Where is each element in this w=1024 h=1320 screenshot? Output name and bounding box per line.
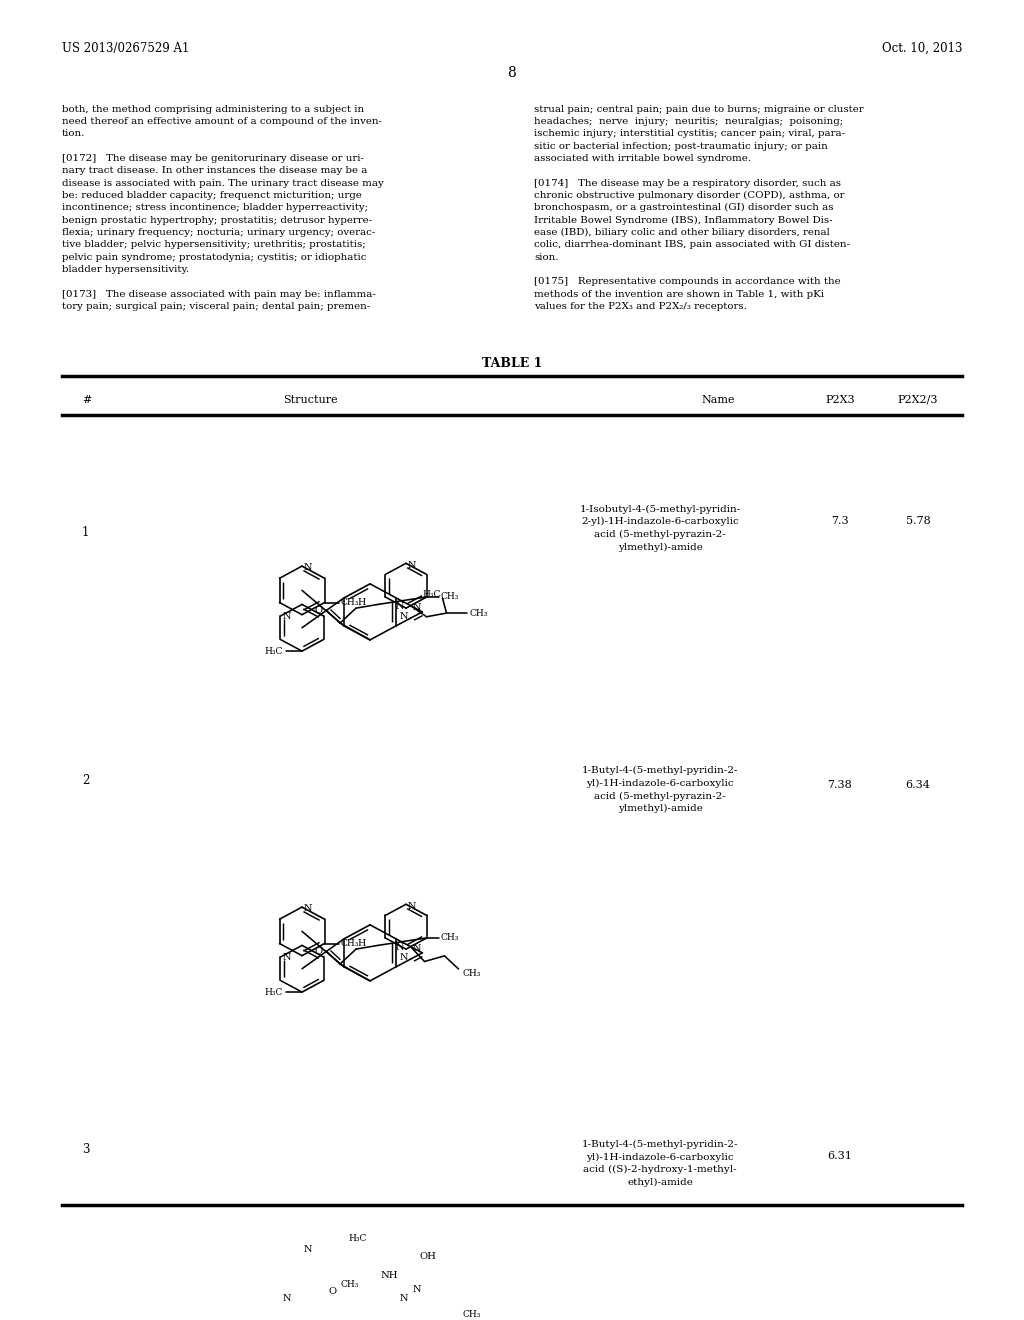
Text: need thereof an effective amount of a compound of the inven-: need thereof an effective amount of a co… xyxy=(62,117,382,125)
Text: H₃C: H₃C xyxy=(348,1234,367,1243)
Text: US 2013/0267529 A1: US 2013/0267529 A1 xyxy=(62,42,189,55)
Text: both, the method comprising administering to a subject in: both, the method comprising administerin… xyxy=(62,104,365,114)
Text: sitic or bacterial infection; post-traumatic injury; or pain: sitic or bacterial infection; post-traum… xyxy=(534,141,827,150)
Text: incontinence; stress incontinence; bladder hyperreactivity;: incontinence; stress incontinence; bladd… xyxy=(62,203,368,213)
Text: N: N xyxy=(408,561,417,570)
Text: tory pain; surgical pain; visceral pain; dental pain; premen-: tory pain; surgical pain; visceral pain;… xyxy=(62,302,371,312)
Text: CH₃: CH₃ xyxy=(440,593,459,602)
Text: sion.: sion. xyxy=(534,252,558,261)
Text: N: N xyxy=(395,942,404,952)
Text: H₃C: H₃C xyxy=(422,590,440,599)
Text: P2X2/3: P2X2/3 xyxy=(898,395,938,405)
Text: Oct. 10, 2013: Oct. 10, 2013 xyxy=(882,42,962,55)
Text: [0174]   The disease may be a respiratory disorder, such as: [0174] The disease may be a respiratory … xyxy=(534,178,841,187)
Text: pelvic pain syndrome; prostatodynia; cystitis; or idiophatic: pelvic pain syndrome; prostatodynia; cys… xyxy=(62,252,367,261)
Text: disease is associated with pain. The urinary tract disease may: disease is associated with pain. The uri… xyxy=(62,178,384,187)
Text: 3: 3 xyxy=(82,1143,89,1155)
Text: P2X3: P2X3 xyxy=(825,395,855,405)
Text: ischemic injury; interstitial cystitis; cancer pain; viral, para-: ischemic injury; interstitial cystitis; … xyxy=(534,129,845,139)
Text: CH₃: CH₃ xyxy=(341,939,358,948)
Text: N: N xyxy=(304,904,312,913)
Text: benign prostatic hypertrophy; prostatitis; detrusor hyperre-: benign prostatic hypertrophy; prostatiti… xyxy=(62,215,372,224)
Text: bladder hypersensitivity.: bladder hypersensitivity. xyxy=(62,265,189,275)
Text: tion.: tion. xyxy=(62,129,85,139)
Text: 6.31: 6.31 xyxy=(827,1151,852,1160)
Text: CH₃: CH₃ xyxy=(440,933,459,942)
Text: N: N xyxy=(304,1246,312,1254)
Text: 2: 2 xyxy=(82,774,89,787)
Text: N: N xyxy=(304,564,312,573)
Text: H: H xyxy=(358,939,367,948)
Text: Name: Name xyxy=(701,395,735,405)
Text: N: N xyxy=(400,612,409,620)
Text: tive bladder; pelvic hypersensitivity; urethritis; prostatitis;: tive bladder; pelvic hypersensitivity; u… xyxy=(62,240,366,249)
Text: N: N xyxy=(283,611,291,620)
Text: OH: OH xyxy=(420,1251,437,1261)
Text: 1-Butyl-4-(5-methyl-pyridin-2-
yl)-1H-indazole-6-carboxylic
acid ((S)-2-hydroxy-: 1-Butyl-4-(5-methyl-pyridin-2- yl)-1H-in… xyxy=(582,1139,738,1187)
Text: ease (IBD), biliary colic and other biliary disorders, renal: ease (IBD), biliary colic and other bili… xyxy=(534,228,829,238)
Text: 8: 8 xyxy=(508,66,516,81)
Text: 5.78: 5.78 xyxy=(905,516,931,527)
Text: chronic obstructive pulmonary disorder (COPD), asthma, or: chronic obstructive pulmonary disorder (… xyxy=(534,191,845,201)
Text: N: N xyxy=(400,1294,409,1303)
Text: 1-Butyl-4-(5-methyl-pyridin-2-
yl)-1H-indazole-6-carboxylic
acid (5-methyl-pyraz: 1-Butyl-4-(5-methyl-pyridin-2- yl)-1H-in… xyxy=(582,766,738,813)
Text: O: O xyxy=(315,606,323,615)
Text: N: N xyxy=(413,944,421,953)
Text: 1-Isobutyl-4-(5-methyl-pyridin-
2-yl)-1H-indazole-6-carboxylic
acid (5-methyl-py: 1-Isobutyl-4-(5-methyl-pyridin- 2-yl)-1H… xyxy=(580,504,740,552)
Text: H₃C: H₃C xyxy=(264,647,283,656)
Text: NH: NH xyxy=(380,1271,397,1279)
Text: [0175]   Representative compounds in accordance with the: [0175] Representative compounds in accor… xyxy=(534,277,841,286)
Text: #: # xyxy=(82,395,91,405)
Text: values for the P2X₃ and P2X₂/₃ receptors.: values for the P2X₃ and P2X₂/₃ receptors… xyxy=(534,302,746,312)
Text: CH₃: CH₃ xyxy=(341,1280,358,1290)
Text: [0172]   The disease may be genitorurinary disease or uri-: [0172] The disease may be genitorurinary… xyxy=(62,154,364,162)
Text: nary tract disease. In other instances the disease may be a: nary tract disease. In other instances t… xyxy=(62,166,368,176)
Text: O: O xyxy=(315,948,323,957)
Text: N: N xyxy=(413,603,421,612)
Text: [0173]   The disease associated with pain may be: inflamma-: [0173] The disease associated with pain … xyxy=(62,289,376,298)
Text: colic, diarrhea-dominant IBS, pain associated with GI disten-: colic, diarrhea-dominant IBS, pain assoc… xyxy=(534,240,850,249)
Text: CH₃: CH₃ xyxy=(341,598,358,607)
Text: N: N xyxy=(400,953,409,962)
Text: 1: 1 xyxy=(82,525,89,539)
Text: Irritable Bowel Syndrome (IBS), Inflammatory Bowel Dis-: Irritable Bowel Syndrome (IBS), Inflamma… xyxy=(534,215,833,224)
Text: N: N xyxy=(283,1294,291,1303)
Text: CH₃: CH₃ xyxy=(463,1311,481,1319)
Text: 7.38: 7.38 xyxy=(827,780,852,789)
Text: N: N xyxy=(413,1284,421,1294)
Text: bronchospasm, or a gastrointestinal (GI) disorder such as: bronchospasm, or a gastrointestinal (GI)… xyxy=(534,203,834,213)
Text: be: reduced bladder capacity; frequenct micturition; urge: be: reduced bladder capacity; frequenct … xyxy=(62,191,361,199)
Text: Structure: Structure xyxy=(283,395,337,405)
Text: O: O xyxy=(329,1287,337,1296)
Text: 6.34: 6.34 xyxy=(905,780,931,789)
Text: associated with irritable bowel syndrome.: associated with irritable bowel syndrome… xyxy=(534,154,751,162)
Text: N: N xyxy=(283,953,291,961)
Text: H₃C: H₃C xyxy=(264,987,283,997)
Text: TABLE 1: TABLE 1 xyxy=(482,356,542,370)
Text: strual pain; central pain; pain due to burns; migraine or cluster: strual pain; central pain; pain due to b… xyxy=(534,104,863,114)
Text: N: N xyxy=(395,602,404,611)
Text: methods of the invention are shown in Table 1, with pKi: methods of the invention are shown in Ta… xyxy=(534,289,824,298)
Text: N: N xyxy=(408,902,417,911)
Text: flexia; urinary frequency; nocturia; urinary urgency; overac-: flexia; urinary frequency; nocturia; uri… xyxy=(62,228,376,236)
Text: CH₃: CH₃ xyxy=(463,969,481,978)
Text: headaches;  nerve  injury;  neuritis;  neuralgias;  poisoning;: headaches; nerve injury; neuritis; neura… xyxy=(534,117,843,125)
Text: 7.3: 7.3 xyxy=(831,516,849,527)
Text: CH₃: CH₃ xyxy=(469,609,487,618)
Text: H: H xyxy=(358,598,367,607)
